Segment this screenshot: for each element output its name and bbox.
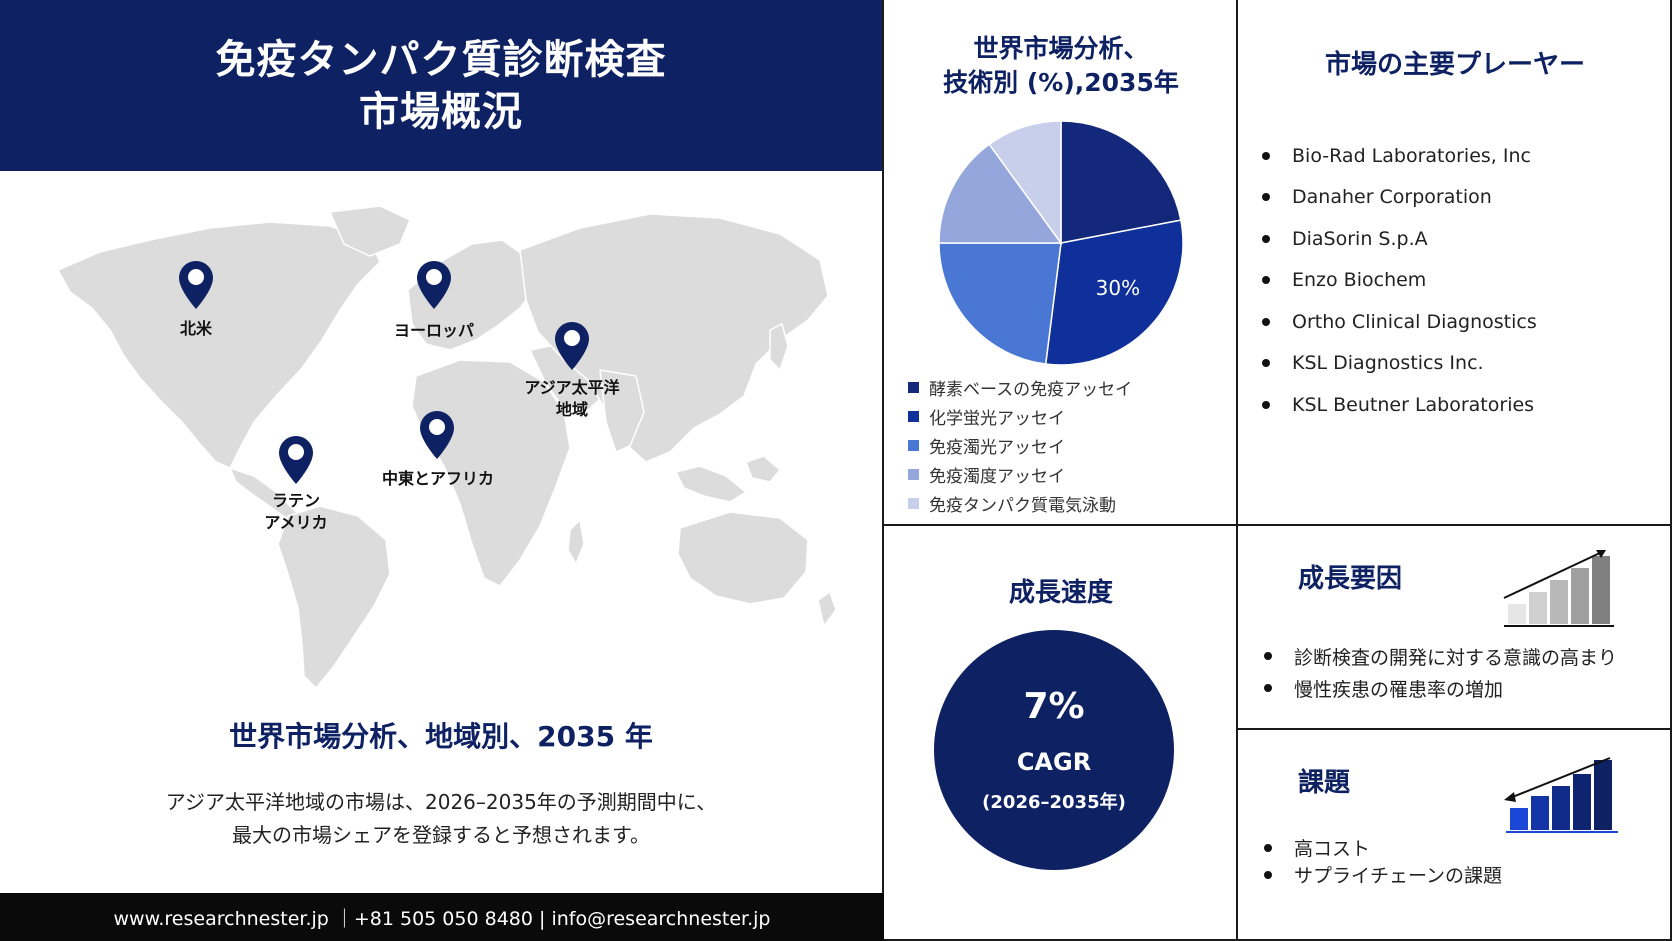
pie-data-label: 30%	[1096, 276, 1140, 300]
pin-mea-icon	[420, 411, 454, 463]
bullet-icon	[1262, 359, 1270, 368]
pin-north-america-icon	[179, 261, 213, 313]
player-name: DiaSorin S.p.A	[1292, 227, 1428, 250]
world-map: 北米 ヨーロッパ アジア太平洋 地域 中東とアフリカ ラテン アメリカ	[40, 200, 840, 700]
region-label-latin-america: ラテン アメリカ	[264, 491, 328, 532]
legend-label: 酵素ベースの免疫アッセイ	[929, 380, 1133, 400]
player-name: Bio-Rad Laboratories, Inc	[1292, 144, 1531, 167]
legend-label: 免疫濁光アッセイ	[929, 438, 1065, 458]
bullet-icon	[1262, 234, 1270, 243]
player-item: Enzo Biochem	[1262, 260, 1537, 302]
market-overview-panel: 免疫タンパク質診断検査 市場概況	[0, 0, 884, 941]
legend-item: 免疫濁光アッセイ	[908, 431, 1228, 460]
legend-swatch	[908, 440, 919, 451]
growth-rate-title: 成長速度	[1008, 578, 1113, 608]
player-item: Bio-Rad Laboratories, Inc	[1262, 135, 1537, 177]
player-name: KSL Beutner Laboratories	[1292, 393, 1535, 416]
cagr-period: (2026–2035年)	[982, 792, 1126, 813]
pie-title-line-1: 世界市場分析、	[973, 34, 1149, 63]
region-label-north-america: 北米	[179, 319, 213, 338]
key-players-list: Bio-Rad Laboratories, Inc Danaher Corpora…	[1262, 135, 1537, 426]
growth-drivers-title: 成長要因	[1298, 564, 1403, 594]
bullet-icon	[1264, 843, 1272, 852]
player-item: KSL Beutner Laboratories	[1262, 384, 1537, 426]
player-name: Enzo Biochem	[1292, 269, 1427, 292]
legend-swatch	[908, 498, 919, 509]
cagr-label: CAGR	[1016, 748, 1092, 776]
region-desc-line-2: 最大の市場シェアを登録すると予想されます。	[232, 823, 650, 847]
driver-item: 慢性疾患の罹患率の増加	[1264, 672, 1617, 704]
player-item: DiaSorin S.p.A	[1262, 218, 1537, 260]
divider-vertical	[1236, 0, 1238, 941]
player-name: Danaher Corporation	[1292, 186, 1492, 209]
pie-title-line-2: 技術別 (%),2035年	[943, 68, 1179, 97]
player-item: Ortho Clinical Diagnostics	[1262, 301, 1537, 343]
player-item: KSL Diagnostics Inc.	[1262, 343, 1537, 385]
region-analysis-description: アジア太平洋地域の市場は、2026–2035年の予測期間中に、 最大の市場シェア…	[0, 786, 882, 852]
title-banner: 免疫タンパク質診断検査 市場概況	[0, 0, 882, 171]
divider-horizontal-mid	[884, 524, 1672, 526]
footer-contact: www.researchnester.jp ｜+81 505 050 8480 …	[0, 893, 884, 941]
region-label-mea: 中東とアフリカ	[381, 469, 495, 488]
region-desc-line-1: アジア太平洋地域の市場は、2026–2035年の予測期間中に、	[165, 790, 717, 814]
legend-swatch	[908, 382, 919, 393]
region-label-asia-pacific: アジア太平洋 地域	[524, 378, 620, 419]
pie-chart: 30%	[938, 120, 1184, 366]
growth-drivers-list: 診断検査の開発に対する意識の高まり 慢性疾患の罹患率の増加	[1264, 640, 1617, 704]
bullet-icon	[1262, 317, 1270, 326]
page-title-line-1: 免疫タンパク質診断検査	[215, 36, 667, 83]
rising-bar-chart-icon	[1503, 550, 1614, 627]
pie-legend: 酵素ベースの免疫アッセイ 化学蛍光アッセイ 免疫濁光アッセイ 免疫濁度アッセイ免疫タン…	[908, 373, 1228, 518]
pie-chart-title: 世界市場分析、 技術別 (%),2035年	[886, 32, 1236, 100]
legend-item: 酵素ベースの免疫アッセイ	[908, 373, 1228, 402]
divider-right-edge	[1670, 0, 1672, 941]
challenges-title: 課題	[1298, 768, 1351, 798]
legend-label: 化学蛍光アッセイ	[929, 409, 1065, 429]
bullet-icon	[1262, 276, 1270, 285]
world-map-silhouette	[56, 205, 837, 690]
cagr-badge: 7% CAGR (2026–2035年)	[934, 630, 1174, 870]
challenge-item: サプライチェーンの課題	[1264, 861, 1502, 888]
divider-bottom-edge	[884, 939, 1672, 941]
region-analysis-title: 世界市場分析、地域別、2035 年	[229, 720, 653, 753]
player-name: Ortho Clinical Diagnostics	[1292, 310, 1537, 333]
pin-asia-pacific-icon	[555, 322, 589, 374]
pie-slice-2	[1044, 219, 1184, 366]
bullet-icon	[1262, 193, 1270, 202]
player-item: Danaher Corporation	[1262, 177, 1537, 219]
pie-slice-1	[1060, 120, 1182, 244]
challenges-list: 高コスト サプライチェーンの課題	[1264, 834, 1502, 888]
pin-europe-icon	[417, 261, 451, 313]
legend-label: 免疫タンパク質電気泳動	[929, 496, 1116, 516]
declining-trend-chart-icon	[1504, 757, 1618, 833]
bullet-icon	[1262, 151, 1270, 160]
challenge-item: 高コスト	[1264, 834, 1502, 861]
bullet-icon	[1264, 870, 1272, 879]
legend-swatch	[908, 411, 919, 422]
bullet-icon	[1264, 652, 1272, 660]
bullet-icon	[1262, 400, 1270, 409]
pin-latin-america-icon	[279, 436, 313, 488]
key-players-title: 市場の主要プレーヤー	[1324, 50, 1585, 80]
legend-item: 免疫濁度アッセイ	[908, 460, 1228, 489]
region-label-europe: ヨーロッパ	[393, 321, 475, 340]
player-name: KSL Diagnostics Inc.	[1292, 352, 1484, 375]
cagr-value: 7%	[1023, 686, 1085, 727]
pie-slice-3	[938, 242, 1062, 365]
page-title-line-2: 市場概況	[359, 88, 523, 135]
pie-slice-4	[938, 143, 1063, 244]
pie-slice-5	[988, 120, 1062, 246]
legend-item: 化学蛍光アッセイ	[908, 402, 1228, 431]
divider-horizontal-right	[1236, 728, 1672, 730]
driver-item: 診断検査の開発に対する意識の高まり	[1264, 640, 1617, 672]
legend-swatch	[908, 469, 919, 480]
legend-label: 免疫濁度アッセイ	[929, 467, 1065, 487]
bullet-icon	[1264, 684, 1272, 692]
legend-item: 免疫タンパク質電気泳動	[908, 489, 1228, 518]
